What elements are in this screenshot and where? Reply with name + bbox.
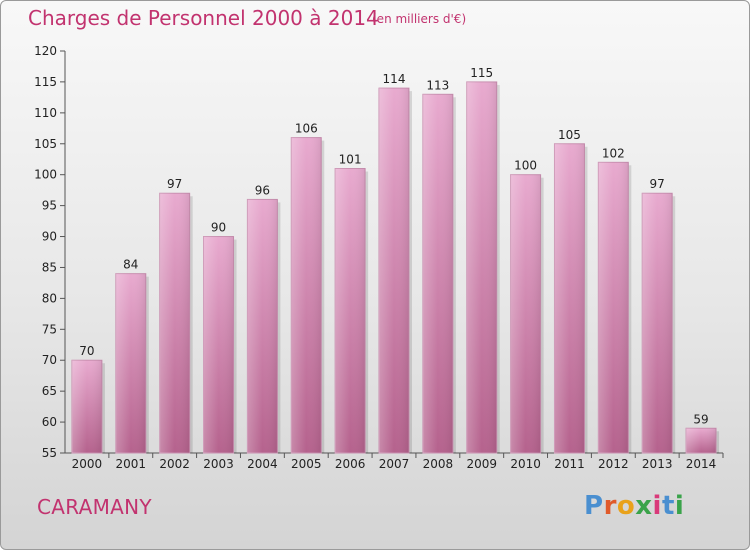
chart-title: Charges de Personnel 2000 à 2014 bbox=[28, 6, 379, 30]
x-tick-label: 2010 bbox=[510, 457, 541, 471]
data-label-2009: 115 bbox=[470, 66, 493, 80]
y-tick-label: 80 bbox=[42, 291, 57, 305]
bar-shine bbox=[291, 137, 322, 454]
data-label-2011: 105 bbox=[558, 128, 581, 142]
logo-letter: o bbox=[616, 491, 636, 521]
x-tick-label: 2008 bbox=[423, 457, 454, 471]
data-label-2012: 102 bbox=[602, 146, 625, 160]
bar-shine bbox=[598, 162, 629, 454]
bar-shine bbox=[247, 199, 278, 453]
bar-shine bbox=[510, 174, 541, 453]
logo-letter: x bbox=[635, 491, 653, 521]
y-tick-label: 75 bbox=[42, 322, 57, 336]
data-label-2013: 97 bbox=[650, 177, 665, 191]
bar-shine bbox=[554, 143, 585, 453]
commune-name: CARAMANY bbox=[37, 495, 152, 519]
data-label-2003: 90 bbox=[211, 221, 226, 235]
data-label-2008: 113 bbox=[426, 78, 449, 92]
x-tick-label: 2000 bbox=[72, 457, 103, 471]
x-tick-label: 2007 bbox=[379, 457, 410, 471]
y-tick-label: 110 bbox=[34, 106, 57, 120]
bar-shine bbox=[159, 193, 190, 453]
bar-shine bbox=[379, 88, 409, 453]
data-label-2004: 96 bbox=[255, 183, 270, 197]
bar-shine bbox=[335, 168, 366, 453]
bar-shine bbox=[686, 428, 717, 453]
x-tick-label: 2005 bbox=[291, 457, 322, 471]
bar-shine bbox=[203, 236, 234, 453]
bar-shine bbox=[642, 193, 673, 453]
y-tick-label: 115 bbox=[34, 75, 57, 89]
y-tick-label: 65 bbox=[42, 384, 57, 398]
y-tick-label: 95 bbox=[42, 199, 57, 213]
logo-letter: i bbox=[674, 491, 685, 521]
x-tick-label: 2009 bbox=[466, 457, 497, 471]
data-label-2007: 114 bbox=[383, 72, 406, 86]
data-label-2001: 84 bbox=[123, 258, 138, 272]
bar-shine bbox=[422, 94, 453, 454]
x-tick-label: 2004 bbox=[247, 457, 278, 471]
bar-shine bbox=[115, 273, 146, 453]
logo-letter: t bbox=[661, 491, 675, 521]
data-label-2014: 59 bbox=[693, 412, 708, 426]
y-tick-label: 85 bbox=[42, 260, 57, 274]
bar-shine bbox=[71, 360, 102, 453]
logo-letter: P bbox=[584, 491, 604, 521]
logo-letter: i bbox=[652, 491, 662, 521]
x-tick-label: 2003 bbox=[203, 457, 234, 471]
data-label-2010: 100 bbox=[514, 159, 537, 173]
bar-shine bbox=[466, 81, 497, 453]
x-tick-label: 2011 bbox=[554, 457, 585, 471]
y-tick-label: 60 bbox=[42, 415, 57, 429]
proxiti-logo: Proxiti bbox=[584, 491, 684, 521]
x-tick-label: 2012 bbox=[598, 457, 629, 471]
x-tick-label: 2002 bbox=[159, 457, 190, 471]
x-tick-label: 2001 bbox=[116, 457, 147, 471]
y-tick-label: 90 bbox=[42, 230, 57, 244]
y-tick-label: 105 bbox=[34, 137, 57, 151]
x-tick-label: 2013 bbox=[642, 457, 673, 471]
y-tick-label: 100 bbox=[34, 168, 57, 182]
data-label-2006: 101 bbox=[339, 153, 362, 167]
data-label-2005: 106 bbox=[295, 122, 318, 136]
y-tick-label: 120 bbox=[34, 44, 57, 58]
chart-subtitle: (en milliers d'€) bbox=[372, 12, 467, 26]
y-tick-label: 70 bbox=[42, 353, 57, 367]
y-tick-label: 55 bbox=[42, 446, 57, 460]
data-label-2002: 97 bbox=[167, 177, 182, 191]
x-tick-label: 2006 bbox=[335, 457, 366, 471]
data-label-2000: 70 bbox=[79, 344, 94, 358]
logo-letter: r bbox=[603, 491, 617, 521]
x-tick-label: 2014 bbox=[686, 457, 717, 471]
